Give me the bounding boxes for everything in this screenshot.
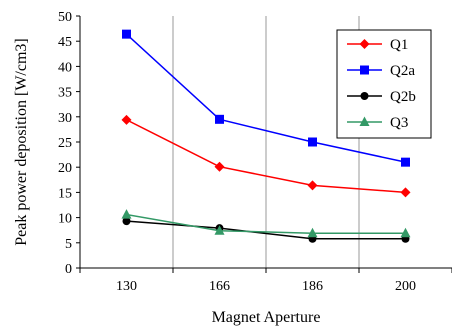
y-tick-label: 35	[58, 86, 72, 101]
legend-box	[336, 29, 432, 139]
series-line-q1	[126, 119, 406, 194]
x-tick-label: 130	[116, 279, 137, 294]
legend-marker-q1	[359, 39, 370, 49]
data-point-q1	[121, 114, 132, 125]
data-point-q1	[307, 180, 318, 191]
data-point-q2a	[308, 137, 317, 147]
legend-marker-q2b	[360, 92, 369, 100]
y-tick-label: 5	[65, 237, 72, 252]
data-point-q1	[400, 187, 411, 198]
y-tick-label: 50	[58, 10, 72, 25]
series-line-q3	[126, 213, 406, 234]
legend-marker-q3	[359, 116, 370, 126]
x-tick-label: 166	[209, 279, 230, 294]
y-tick-label: 25	[58, 136, 72, 151]
data-point-q2b	[122, 217, 131, 226]
data-point-q2a	[215, 114, 224, 124]
y-tick-label: 40	[58, 60, 72, 75]
legend: Q1 Q2a Q2b Q3	[336, 29, 432, 139]
data-point-q2a	[122, 29, 131, 39]
y-tick-label: 20	[58, 161, 72, 176]
y-tick-label: 10	[58, 212, 72, 227]
legend-marker-q2a	[360, 65, 369, 75]
y-tick-label: 15	[58, 186, 72, 201]
legend-label-q2b: Q2b	[390, 89, 416, 105]
legend-label-q1: Q1	[390, 37, 408, 53]
data-point-q1	[214, 161, 225, 172]
data-point-q3	[214, 225, 225, 235]
data-point-q3	[400, 227, 411, 238]
data-point-q3	[121, 209, 132, 219]
y-axis-label: Peak power deposition [W/cm3]	[13, 38, 30, 246]
data-point-q2a	[401, 157, 410, 167]
y-tick-label: 30	[58, 111, 72, 126]
x-tick-label: 200	[395, 279, 416, 294]
y-tick-label: 0	[65, 262, 72, 277]
series-line-q2b	[126, 220, 406, 240]
data-point-q3	[307, 227, 318, 238]
series	[121, 29, 411, 243]
series-line-q2a	[125, 33, 406, 163]
legend-label-q2a: Q2a	[390, 63, 415, 79]
x-axis-label: Magnet Aperture	[212, 309, 321, 326]
x-ticks: 130 166 186 200	[79, 268, 452, 294]
legend-label-q3: Q3	[390, 115, 408, 131]
x-tick-label: 186	[302, 279, 323, 294]
y-ticks: 0 5 10 15 20 25 30 35 40 45 50	[58, 10, 80, 277]
y-tick-label: 45	[58, 35, 72, 50]
